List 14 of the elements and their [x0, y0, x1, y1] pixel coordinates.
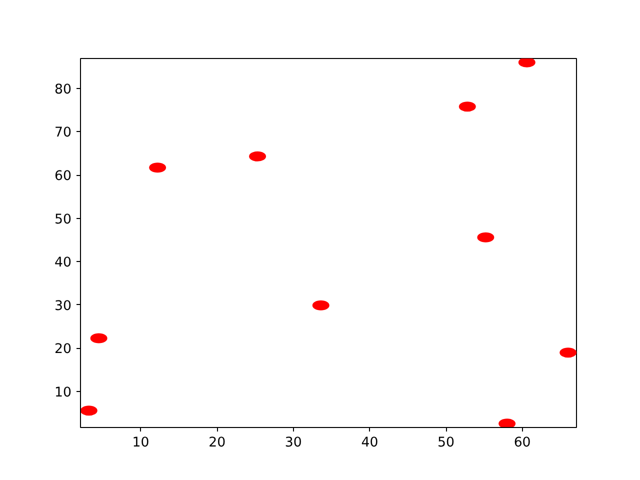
y-tick-label: 70 [54, 126, 72, 141]
x-tick-label: 20 [208, 436, 226, 450]
x-tick-label: 10 [132, 436, 150, 450]
y-tick-label: 30 [54, 298, 72, 314]
x-tick-label: 60 [514, 436, 531, 450]
x-tick-label: 30 [284, 436, 302, 450]
y-tick-label: 50 [54, 212, 72, 228]
x-tick-label: 40 [361, 436, 378, 450]
y-tick-label: 60 [54, 169, 72, 184]
y-tick-label: 80 [54, 82, 72, 98]
y-tick-label: 40 [54, 256, 72, 271]
y-tick-label: 20 [54, 342, 72, 358]
y-tick-label: 10 [54, 386, 72, 401]
x-tick-label: 50 [438, 436, 455, 450]
